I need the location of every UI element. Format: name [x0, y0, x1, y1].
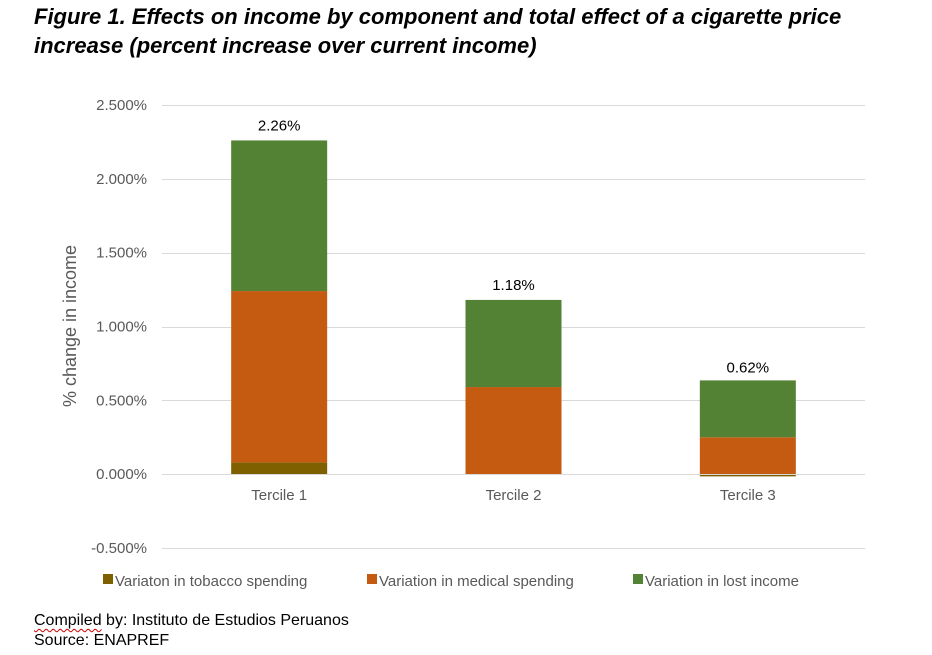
- compiled-by-text: by: Instituto de Estudios Peruanos: [101, 612, 349, 629]
- x-tick-label: Tercile 2: [486, 487, 542, 504]
- x-tick-label: Tercile 1: [251, 487, 307, 504]
- legend-swatch: [103, 574, 113, 584]
- x-tick-labels: Tercile 1 Tercile 2 Tercile 3: [251, 487, 776, 504]
- bar-segment: [231, 140, 328, 292]
- chart-title: Figure 1. Effects on income by component…: [34, 4, 842, 58]
- bar-segment: [465, 299, 562, 388]
- legend: Variaton in tobacco spending Variation in…: [103, 573, 799, 590]
- compiled-word: Compiled: [34, 612, 102, 629]
- y-tick-label: -0.500%: [91, 540, 147, 557]
- y-tick-label: 1.500%: [96, 245, 147, 262]
- y-tick-label: 0.000%: [96, 466, 147, 483]
- legend-swatch: [633, 574, 643, 584]
- bars: [162, 140, 865, 477]
- legend-label: Variaton in tobacco spending: [115, 573, 307, 590]
- total-labels: 2.26% 1.18% 0.62%: [258, 117, 769, 376]
- bar-segment: [231, 462, 328, 475]
- bar-segment: [465, 387, 562, 475]
- bar-segment: [231, 291, 328, 463]
- y-axis-label: % change in income: [60, 245, 80, 407]
- bar-segment: [699, 437, 796, 475]
- y-tick-label: 2.000%: [96, 171, 147, 188]
- legend-label: Variation in lost income: [645, 573, 799, 590]
- total-label: 2.26%: [258, 117, 301, 134]
- bar-segment: [699, 380, 796, 438]
- y-tick-labels: -0.500% 0.000% 0.500% 1.000% 1.500% 2.000% 2.5…: [91, 97, 147, 557]
- stacked-bar-chart: -0.500% 0.000% 0.500% 1.000% 1.500% 2.000% 2.5…: [60, 97, 865, 590]
- x-tick-label: Tercile 3: [720, 487, 776, 504]
- y-tick-label: 2.500%: [96, 97, 147, 114]
- y-tick-label: 0.500%: [96, 392, 147, 409]
- legend-label: Variation in medical spending: [379, 573, 574, 590]
- source-note: Source: ENAPREF: [34, 632, 170, 649]
- total-label: 1.18%: [492, 277, 535, 294]
- compiled-by-note: Compiled by: Instituto de Estudios Perua…: [34, 611, 349, 631]
- legend-swatch: [367, 574, 377, 584]
- total-label: 0.62%: [727, 360, 770, 377]
- y-tick-label: 1.000%: [96, 319, 147, 336]
- bar-segment: [699, 474, 796, 477]
